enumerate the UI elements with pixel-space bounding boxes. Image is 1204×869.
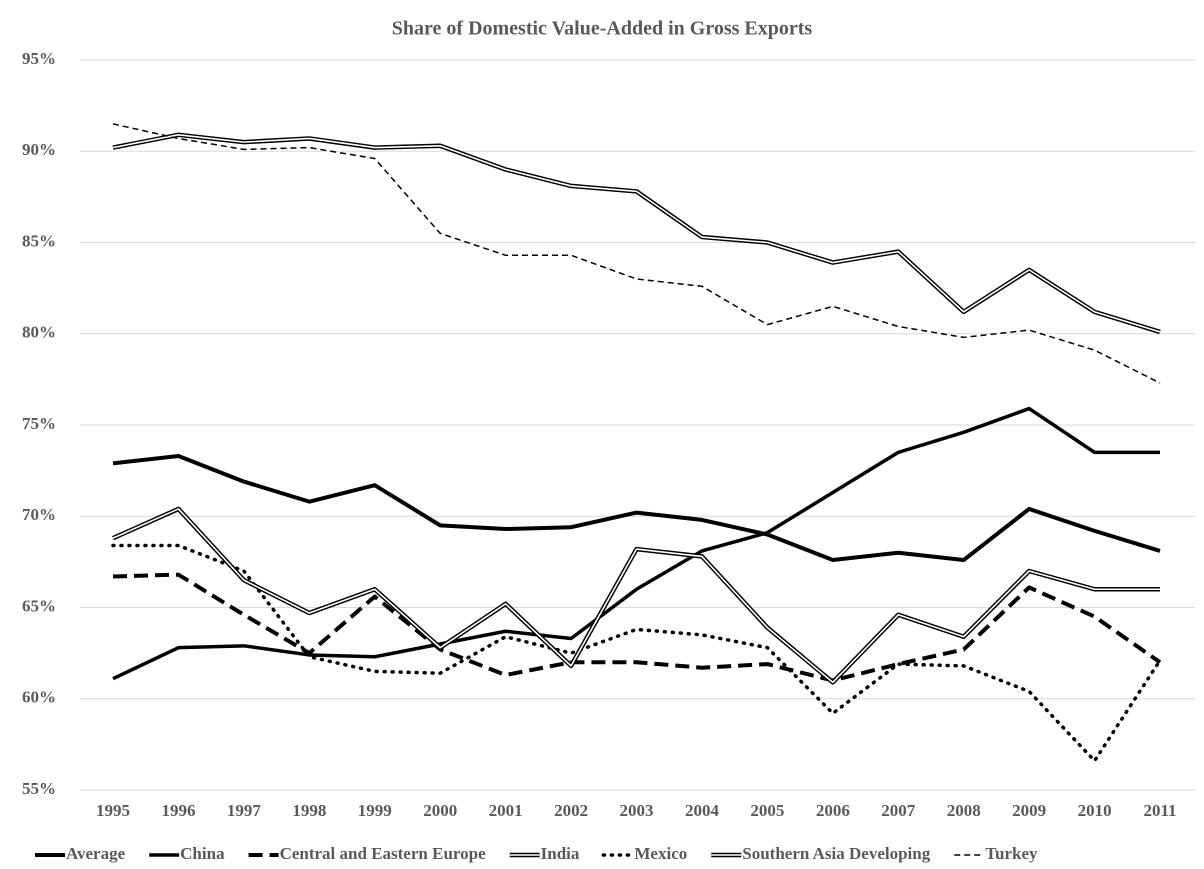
line bbox=[112, 572, 1162, 683]
chart-title: Share of Domestic Value-Added in Gross E… bbox=[392, 18, 813, 40]
legend-label: Southern Asia Developing bbox=[742, 844, 930, 863]
line bbox=[112, 506, 1160, 685]
x-tick-label: 1995 bbox=[96, 801, 130, 820]
legend-label: China bbox=[180, 844, 225, 863]
y-tick-label: 70% bbox=[22, 505, 56, 524]
y-tick-label: 75% bbox=[22, 414, 56, 433]
line bbox=[112, 454, 1161, 563]
x-tick-label: 2000 bbox=[423, 801, 457, 820]
y-tick-label: 60% bbox=[22, 688, 56, 707]
line-inner bbox=[112, 508, 1160, 684]
line bbox=[112, 132, 1161, 335]
legend-label: Average bbox=[66, 844, 126, 863]
legend-label: India bbox=[541, 844, 580, 863]
x-tick-label: 2003 bbox=[620, 801, 654, 820]
y-tick-label: 95% bbox=[22, 49, 56, 68]
line bbox=[112, 406, 1160, 681]
x-tick-label: 2007 bbox=[881, 801, 916, 820]
x-tick-label: 2005 bbox=[750, 801, 784, 820]
y-tick-label: 65% bbox=[22, 596, 56, 615]
x-tick-label: 2011 bbox=[1143, 801, 1176, 820]
legend-label: Mexico bbox=[634, 844, 687, 863]
y-tick-label: 55% bbox=[22, 779, 56, 798]
legend-label: Central and Eastern Europe bbox=[280, 844, 487, 863]
y-tick-label: 90% bbox=[22, 140, 56, 159]
x-tick-label: 1997 bbox=[227, 801, 262, 820]
x-tick-label: 1998 bbox=[292, 801, 326, 820]
line-inner bbox=[112, 134, 1161, 333]
legend-label: Turkey bbox=[985, 844, 1038, 863]
x-tick-label: 2002 bbox=[554, 801, 588, 820]
x-tick-label: 2004 bbox=[685, 801, 720, 820]
x-tick-label: 2008 bbox=[947, 801, 981, 820]
y-tick-label: 85% bbox=[22, 231, 56, 250]
y-tick-label: 80% bbox=[22, 323, 56, 342]
line bbox=[111, 543, 1162, 763]
x-tick-label: 1996 bbox=[161, 801, 195, 820]
x-tick-label: 2006 bbox=[816, 801, 850, 820]
x-tick-label: 2009 bbox=[1012, 801, 1046, 820]
line bbox=[112, 123, 1161, 384]
x-tick-label: 2001 bbox=[489, 801, 523, 820]
x-tick-label: 2010 bbox=[1078, 801, 1112, 820]
x-tick-label: 1999 bbox=[358, 801, 392, 820]
